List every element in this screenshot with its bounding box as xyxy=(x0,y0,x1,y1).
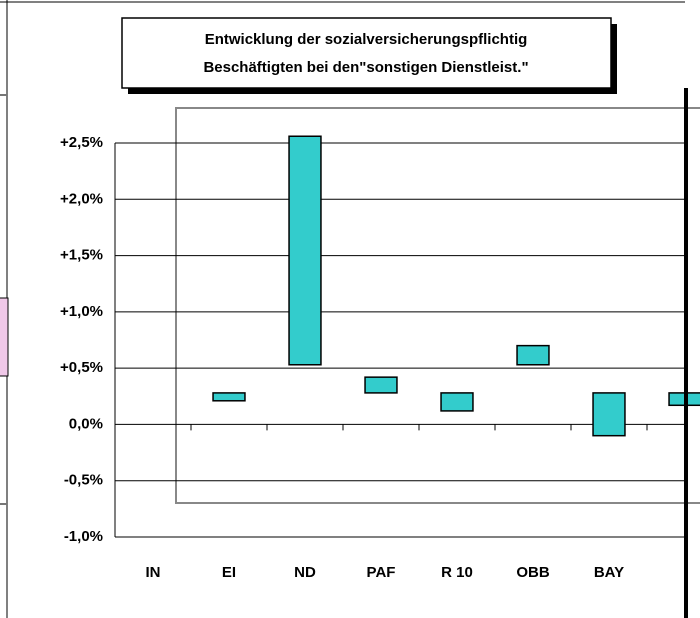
x-tick-label: IN xyxy=(146,564,161,581)
x-tick-label: BAY xyxy=(594,564,624,581)
x-tick-label: PAF xyxy=(367,564,396,581)
y-tick-label: +0,5% xyxy=(60,359,103,376)
bar xyxy=(212,392,246,402)
title-box xyxy=(121,17,612,89)
x-tick-label: R 10 xyxy=(441,564,473,581)
side-box xyxy=(0,297,9,377)
bar xyxy=(516,344,550,366)
y-tick-label: -0,5% xyxy=(64,472,103,489)
y-tick-label: 0,0% xyxy=(69,415,103,432)
y-tick-label: +2,0% xyxy=(60,190,103,207)
bar xyxy=(288,135,322,366)
y-tick-label: +2,5% xyxy=(60,134,103,151)
x-tick-label: OBB xyxy=(516,564,550,581)
x-tick-label: ND xyxy=(294,564,316,581)
bar xyxy=(364,376,398,394)
bar xyxy=(592,392,626,437)
y-tick-label: -1,0% xyxy=(64,528,103,545)
decoration-frame xyxy=(175,107,700,504)
bar xyxy=(440,392,474,412)
chart-title: Beschäftigten bei den"sonstigen Dienstle… xyxy=(203,59,528,76)
x-tick-label: EI xyxy=(222,564,236,581)
y-tick-label: +1,0% xyxy=(60,303,103,320)
y-tick-label: +1,5% xyxy=(60,247,103,264)
chart-title: Entwicklung der sozialversicherungspflic… xyxy=(205,31,528,48)
